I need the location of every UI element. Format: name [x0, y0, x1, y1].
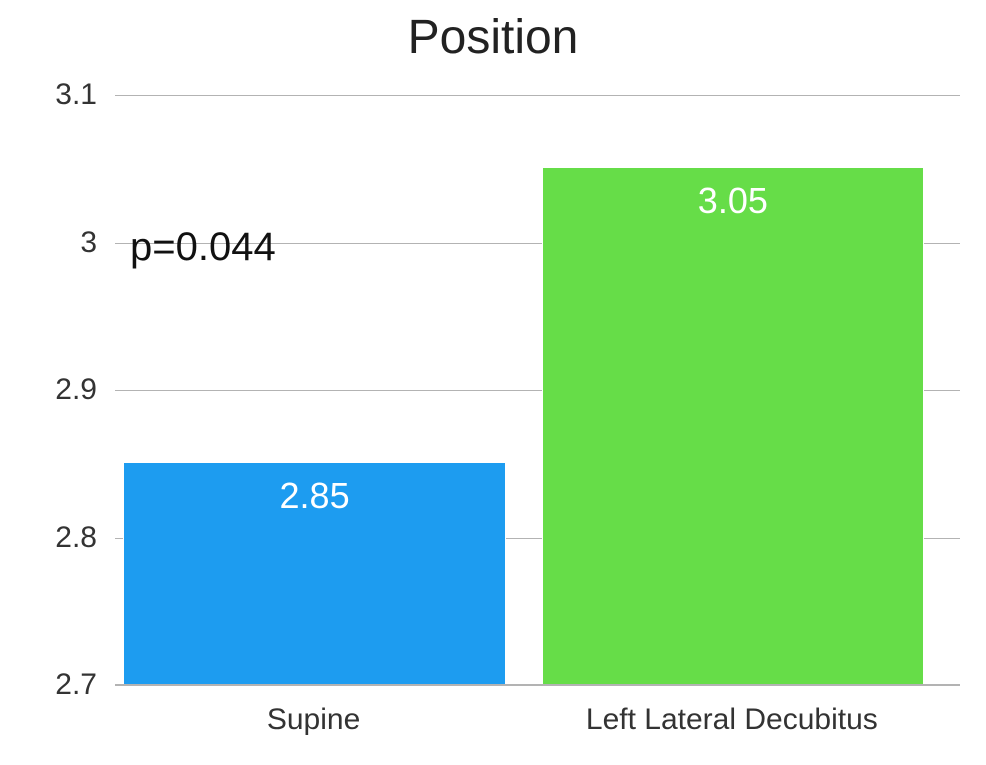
plot-area: 2.853.05 2.72.82.933.1SupineLeft Lateral… [115, 95, 960, 685]
y-tick-label: 2.8 [55, 521, 115, 555]
bar: 2.85 [123, 462, 505, 685]
chart-title: Position [0, 10, 986, 65]
x-tick-label: Supine [267, 685, 360, 737]
y-tick-label: 3.1 [55, 78, 115, 112]
bar: 3.05 [542, 167, 924, 685]
bar-value-label: 3.05 [698, 180, 768, 222]
x-tick-label: Left Lateral Decubitus [586, 685, 878, 737]
x-axis-line [115, 684, 960, 685]
bars-row: 2.85 3.05 [115, 95, 960, 685]
bar-value-label: 2.85 [280, 475, 350, 517]
position-bar-chart: Position 2.85 3.05 2.7 2.8 2.9 3 3.1 Supine Lef… [0, 0, 986, 765]
y-tick-label: 2.9 [55, 373, 115, 407]
y-tick-label: 2.7 [55, 668, 115, 702]
y-tick-label: 3 [80, 226, 115, 260]
